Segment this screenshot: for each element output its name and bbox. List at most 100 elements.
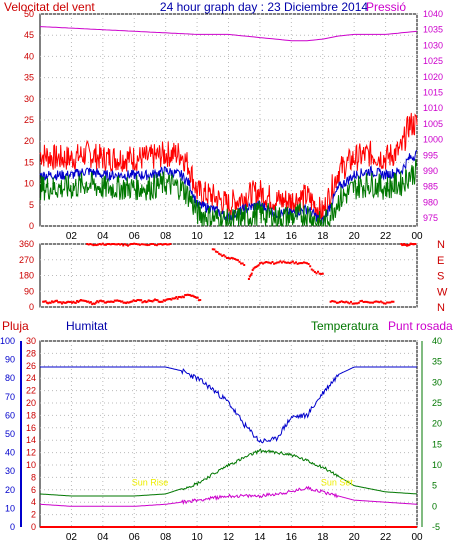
direction-point bbox=[74, 301, 77, 304]
direction-point bbox=[125, 302, 128, 305]
direction-point bbox=[365, 300, 368, 303]
direction-point bbox=[144, 243, 147, 246]
humidity-tick-label: 30 bbox=[5, 466, 15, 476]
y-left-tick-label: 50 bbox=[24, 9, 34, 19]
temp-tick-label: 30 bbox=[432, 377, 442, 387]
direction-point bbox=[113, 299, 116, 302]
direction-point bbox=[361, 299, 364, 302]
direction-point bbox=[103, 243, 106, 246]
direction-point bbox=[273, 262, 276, 265]
x-axis-tick-label: 04 bbox=[97, 532, 109, 543]
y-left-tick-label: 25 bbox=[24, 115, 34, 125]
direction-point bbox=[301, 262, 304, 265]
direction-point bbox=[52, 301, 55, 304]
direction-point bbox=[133, 299, 136, 302]
direction-point bbox=[108, 300, 111, 303]
direction-point bbox=[224, 255, 227, 258]
temp-tick-label: 20 bbox=[432, 419, 442, 429]
direction-point bbox=[60, 302, 63, 305]
direction-point bbox=[213, 248, 216, 251]
direction-point bbox=[128, 301, 131, 304]
direction-point bbox=[123, 243, 126, 246]
y-left-tick-label: 45 bbox=[24, 30, 34, 40]
y-left-tick-label: 10 bbox=[24, 179, 34, 189]
direction-point bbox=[353, 302, 356, 305]
y-right-tick-label: 1005 bbox=[423, 119, 443, 129]
rain-tick-label: 30 bbox=[26, 336, 36, 346]
direction-point bbox=[107, 300, 110, 303]
direction-point bbox=[164, 243, 167, 245]
direction-point bbox=[95, 244, 98, 247]
rain-tick-label: 18 bbox=[26, 410, 36, 420]
direction-point bbox=[163, 243, 166, 246]
x-axis-tick-label: 08 bbox=[160, 532, 172, 543]
rain-tick-label: 16 bbox=[26, 423, 36, 433]
compass-label: N bbox=[437, 302, 445, 314]
series-line-2 bbox=[39, 159, 418, 228]
compass-label: N bbox=[437, 239, 445, 251]
direction-point bbox=[78, 299, 81, 302]
temp-tick-label: -5 bbox=[432, 522, 440, 532]
direction-point bbox=[290, 261, 293, 264]
direction-point bbox=[174, 297, 177, 300]
y-right-tick-label: 1015 bbox=[423, 88, 443, 98]
direction-point bbox=[249, 274, 252, 277]
rain-tick-label: 14 bbox=[26, 435, 36, 445]
series-line-0 bbox=[39, 112, 418, 223]
direction-point bbox=[159, 300, 162, 303]
direction-point bbox=[354, 302, 357, 305]
direction-point bbox=[97, 243, 100, 246]
rain-tick-label: 6 bbox=[31, 485, 36, 495]
rain-tick-label: 20 bbox=[26, 398, 36, 408]
direction-point bbox=[320, 272, 323, 275]
y-left-tick-label: 180 bbox=[19, 271, 34, 281]
direction-point bbox=[179, 295, 182, 298]
direction-point bbox=[376, 300, 379, 303]
direction-point bbox=[346, 301, 349, 304]
direction-point bbox=[128, 243, 131, 246]
direction-point bbox=[133, 242, 136, 245]
direction-point bbox=[164, 299, 167, 302]
direction-point bbox=[151, 300, 154, 303]
direction-point bbox=[266, 261, 269, 264]
direction-point bbox=[293, 262, 296, 265]
direction-point bbox=[140, 299, 143, 302]
direction-point bbox=[372, 301, 375, 304]
direction-point bbox=[241, 262, 244, 265]
header-right: Pressió bbox=[366, 0, 406, 14]
direction-point bbox=[238, 260, 241, 263]
direction-point bbox=[386, 301, 389, 304]
direction-point bbox=[216, 251, 219, 254]
direction-point bbox=[312, 269, 315, 272]
direction-point bbox=[265, 260, 268, 263]
direction-point bbox=[251, 269, 254, 272]
direction-point bbox=[199, 299, 202, 301]
direction-point bbox=[160, 300, 163, 303]
direction-point bbox=[248, 275, 251, 278]
direction-point bbox=[140, 243, 143, 246]
direction-point bbox=[127, 301, 130, 304]
direction-point bbox=[63, 301, 66, 304]
direction-point bbox=[260, 261, 263, 264]
direction-point bbox=[120, 300, 123, 303]
wind-pressure-panel: 02 04 06 08 10 12 14 16 18 20 22 000510152025303540… bbox=[24, 9, 443, 242]
direction-point bbox=[99, 299, 102, 302]
direction-point bbox=[135, 300, 138, 303]
direction-point bbox=[362, 301, 365, 304]
direction-point bbox=[114, 243, 117, 246]
direction-point bbox=[195, 296, 198, 299]
direction-point bbox=[96, 300, 99, 303]
direction-point bbox=[189, 294, 192, 297]
direction-point bbox=[258, 262, 261, 265]
direction-point bbox=[340, 300, 343, 303]
direction-point bbox=[306, 262, 309, 265]
x-axis-tick-label: 14 bbox=[254, 231, 266, 242]
x-axis-tick-label: 16 bbox=[286, 532, 298, 543]
direction-point bbox=[122, 244, 125, 247]
direction-point bbox=[287, 261, 290, 264]
direction-point bbox=[191, 294, 194, 297]
direction-point bbox=[166, 243, 169, 246]
legend-punt-rosada: Punt rosada bbox=[388, 319, 453, 333]
direction-point bbox=[299, 262, 302, 265]
direction-point bbox=[337, 301, 340, 304]
